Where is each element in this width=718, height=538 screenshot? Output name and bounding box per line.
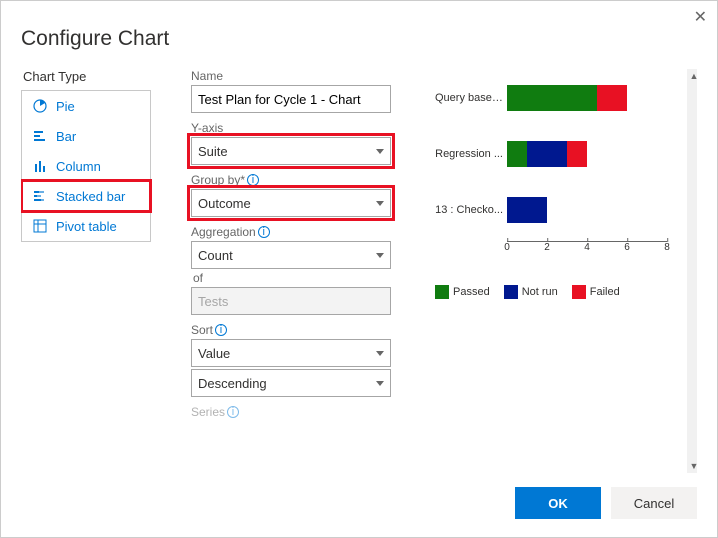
aggregation-select[interactable]: Count	[191, 241, 391, 269]
chart-type-pivot-table[interactable]: Pivot table	[22, 211, 150, 241]
chart-type-label: Chart Type	[21, 69, 161, 84]
chart-row-label: Regression ...	[435, 148, 507, 160]
name-input[interactable]	[191, 85, 391, 113]
bar-segment-not-run	[507, 197, 547, 223]
chart-row: Query based...	[435, 73, 675, 123]
bar-segment-passed	[507, 141, 527, 167]
legend-item-passed: Passed	[435, 285, 490, 299]
chart-row-label: Query based...	[435, 92, 507, 104]
chart-preview: Query based... Regression ... 13 : Checko.…	[435, 69, 697, 473]
chart-type-pie[interactable]: Pie	[22, 91, 150, 121]
stacked-bar-chart: Query based... Regression ... 13 : Checko.…	[435, 73, 675, 261]
config-form: Name Y-axis Suite Group by*i Outcome Agg…	[191, 69, 421, 473]
sort-dir-select[interactable]: Descending	[191, 369, 391, 397]
bar-segment-failed	[567, 141, 587, 167]
chart-type-bar[interactable]: Bar	[22, 121, 150, 151]
of-label: of	[193, 271, 421, 285]
chart-type-column[interactable]: Column	[22, 151, 150, 181]
legend-item-failed: Failed	[572, 285, 620, 299]
dialog-title: Configure Chart	[21, 27, 697, 51]
chart-type-icon	[32, 188, 48, 204]
of-input	[191, 287, 391, 315]
groupby-select[interactable]: Outcome	[191, 189, 391, 217]
configure-chart-dialog: ✕ Configure Chart Chart Type PieBarColum…	[0, 0, 718, 538]
legend-swatch	[504, 285, 518, 299]
info-icon[interactable]: i	[258, 226, 270, 238]
chart-type-icon	[32, 98, 48, 114]
groupby-label: Group by*i	[191, 173, 421, 187]
axis-tick: 0	[504, 242, 510, 253]
yaxis-label: Y-axis	[191, 121, 421, 135]
legend-swatch	[572, 285, 586, 299]
ok-button[interactable]: OK	[515, 487, 601, 519]
axis-tick: 2	[544, 242, 550, 253]
chart-row: 13 : Checko...	[435, 185, 675, 235]
chart-type-list: PieBarColumnStacked barPivot table	[21, 90, 151, 242]
info-icon[interactable]: i	[247, 174, 259, 186]
dialog-footer: OK Cancel	[21, 473, 697, 519]
aggregation-label: Aggregationi	[191, 225, 421, 239]
legend-swatch	[435, 285, 449, 299]
chart-type-icon	[32, 128, 48, 144]
sort-label: Sorti	[191, 323, 421, 337]
chart-type-stacked-bar[interactable]: Stacked bar	[22, 181, 150, 211]
close-icon[interactable]: ✕	[694, 7, 707, 27]
scrollbar[interactable]: ▲ ▼	[687, 69, 697, 473]
chart-type-icon	[32, 218, 48, 234]
scroll-up-icon[interactable]: ▲	[690, 69, 697, 83]
series-label: Seriesi	[191, 405, 421, 419]
chart-legend: Passed Not run Failed	[435, 285, 697, 299]
x-axis: 0 2 4 6 8	[507, 241, 667, 261]
chart-bar	[507, 197, 675, 223]
name-label: Name	[191, 69, 421, 83]
chart-bar	[507, 141, 675, 167]
scroll-down-icon[interactable]: ▼	[690, 459, 697, 473]
chart-row: Regression ...	[435, 129, 675, 179]
yaxis-select[interactable]: Suite	[191, 137, 391, 165]
legend-item-not-run: Not run	[504, 285, 558, 299]
chart-row-label: 13 : Checko...	[435, 204, 507, 216]
chart-bar	[507, 85, 675, 111]
dialog-body: Chart Type PieBarColumnStacked barPivot …	[21, 69, 697, 473]
axis-tick: 6	[624, 242, 630, 253]
chart-type-icon	[32, 158, 48, 174]
sort-field-select[interactable]: Value	[191, 339, 391, 367]
info-icon[interactable]: i	[215, 324, 227, 336]
bar-segment-passed	[507, 85, 597, 111]
chart-type-panel: Chart Type PieBarColumnStacked barPivot …	[21, 69, 161, 473]
axis-tick: 4	[584, 242, 590, 253]
bar-segment-failed	[597, 85, 627, 111]
info-icon[interactable]: i	[227, 406, 239, 418]
bar-segment-not-run	[527, 141, 567, 167]
axis-tick: 8	[664, 242, 670, 253]
cancel-button[interactable]: Cancel	[611, 487, 697, 519]
